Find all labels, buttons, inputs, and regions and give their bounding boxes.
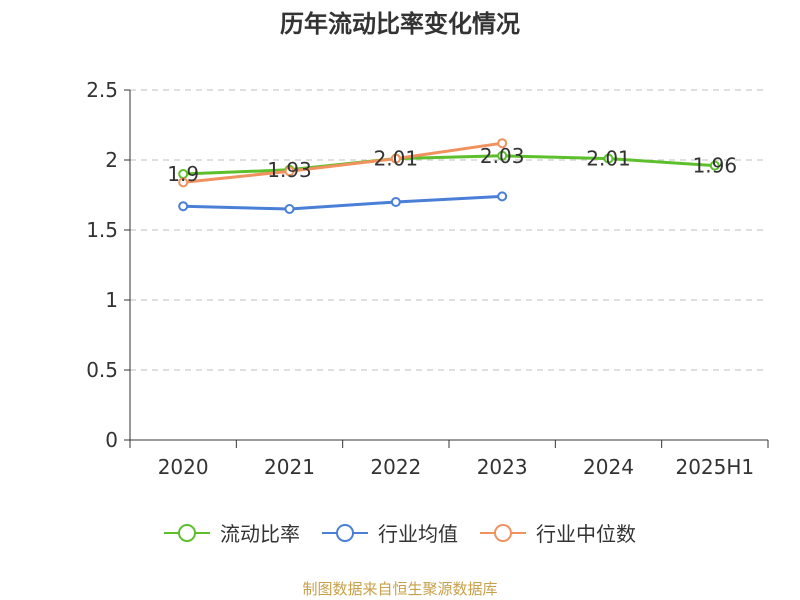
data-point[interactable] [603,153,614,164]
data-point[interactable] [284,204,295,214]
series-lines [178,138,720,214]
legend-marker-current-ratio [164,523,210,542]
grid-lines [130,89,768,371]
data-point[interactable] [178,177,189,188]
y-tick-label: 2 [105,148,118,172]
x-tick-label: 2022 [370,455,421,479]
data-labels: 1.9 1.93 2.01 2.03 2.01 1.96 [167,144,737,186]
legend-marker-industry-median [480,523,526,542]
data-point[interactable] [390,197,401,207]
series-line [183,154,715,176]
data-point[interactable] [497,138,508,149]
data-label: 2.03 [480,144,525,168]
data-point[interactable] [497,191,508,202]
y-tick-label: 2.5 [86,78,118,102]
legend-item-industry-median[interactable]: 行业中位数 [480,518,636,547]
data-point[interactable] [390,153,401,164]
data-point[interactable] [284,166,295,177]
legend-label: 行业中位数 [536,522,636,546]
data-point[interactable] [497,150,508,161]
legend-item-industry-mean[interactable]: 行业均值 [322,518,458,547]
data-point[interactable] [178,201,189,212]
data-point[interactable] [709,160,720,171]
x-tick-label: 2025H1 [675,455,754,479]
x-tick-label: 2020 [158,455,209,479]
data-label: 1.9 [167,162,199,186]
y-tick-label: 0 [105,428,118,452]
y-tick-label: 1 [105,288,118,312]
axes: 0 0.5 1 1.5 2 2.5 2020 2021 2022 2023 2024 2025H1 [86,78,769,479]
y-tick-label: 1.5 [86,218,118,242]
y-tick-label: 0.5 [86,358,118,382]
x-tick-label: 2021 [264,455,315,479]
x-tick-label: 2024 [583,455,634,479]
legend: 流动比率 行业均值 行业中位数 [0,518,800,547]
legend-label: 行业均值 [378,522,458,546]
series-line [183,194,503,211]
source-note: 制图数据来自恒生聚源数据库 [302,580,498,598]
legend-item-current-ratio[interactable]: 流动比率 [164,518,300,547]
data-label: 1.96 [693,154,738,178]
legend-label: 流动比率 [220,522,300,546]
legend-marker-industry-mean [322,523,368,542]
series-line [183,141,503,184]
data-label: 2.01 [586,147,631,171]
data-label: 1.93 [267,158,312,182]
data-label: 2.01 [374,147,419,171]
chart-title: 历年流动比率变化情况 [280,10,520,38]
x-tick-label: 2023 [477,455,528,479]
